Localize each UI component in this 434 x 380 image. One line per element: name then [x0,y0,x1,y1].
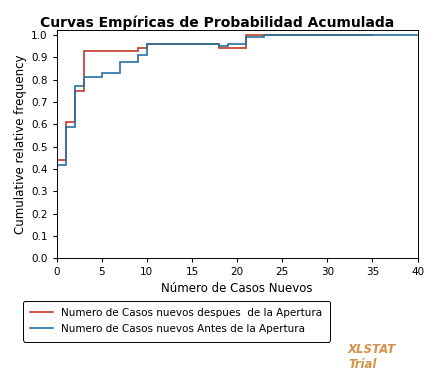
X-axis label: Número de Casos Nuevos: Número de Casos Nuevos [161,282,312,294]
Text: Curvas Empíricas de Probabilidad Acumulada: Curvas Empíricas de Probabilidad Acumula… [40,15,394,30]
Legend: Numero de Casos nuevos despues  de la Apertura, Numero de Casos nuevos Antes de : Numero de Casos nuevos despues de la Ape… [23,301,329,342]
Text: XLSTAT
Trial: XLSTAT Trial [347,343,395,371]
Y-axis label: Cumulative relative frequency: Cumulative relative frequency [14,55,27,234]
